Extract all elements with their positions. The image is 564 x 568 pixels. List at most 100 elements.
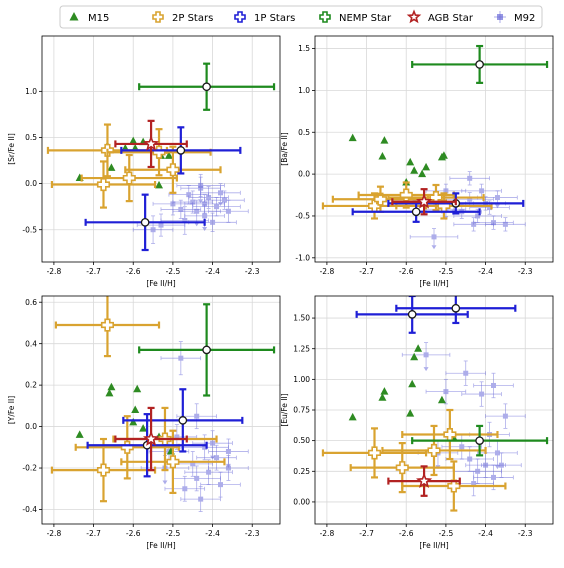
m92-point [160, 341, 202, 376]
axis-ticks: -2.8 -2.7 -2.6 -2.5 -2.4 -2.3 0.00 0.25 0.50 0.75… [293, 314, 532, 538]
y-axis-label: [Sr/Fe II] [7, 133, 16, 165]
legend-entry-1p-stars: 1P Stars [234, 11, 295, 24]
x-tick-label: -2.3 [518, 267, 533, 276]
1p-stars-point [120, 126, 242, 175]
x-tick-label: -2.8 [320, 267, 335, 276]
x-tick-label: -2.5 [439, 529, 454, 538]
m15-point [378, 152, 387, 160]
m92-point [449, 171, 490, 186]
star-marker [395, 461, 409, 475]
m92-point [461, 183, 502, 198]
m92-point [180, 176, 221, 204]
star-marker [166, 163, 180, 177]
star-marker [176, 146, 186, 155]
m15-point [133, 384, 142, 393]
marks [321, 44, 549, 250]
2p-stars-point [401, 460, 507, 512]
1p-stars-point [84, 193, 206, 252]
m15-point [406, 409, 415, 417]
nemp-star-point [411, 44, 549, 84]
m92-point [192, 430, 233, 460]
y-tick-label: 0.0 [298, 170, 310, 179]
y-tick-label: 1.5 [298, 44, 310, 53]
x-tick-label: -2.4 [478, 529, 493, 538]
star-marker [122, 171, 136, 185]
y-tick-label: 0.00 [293, 498, 310, 507]
star-marker [447, 479, 461, 493]
star-marker [96, 463, 111, 477]
legend-entry-2p-stars: 2P Stars [152, 11, 213, 24]
m15-point [131, 405, 140, 413]
legend-label: 2P Stars [172, 13, 213, 24]
plot-area [42, 296, 280, 524]
panel-4: -2.8 -2.7 -2.6 -2.5 -2.4 -2.3 0.00 0.25 0.50 0.75… [280, 295, 554, 550]
x-tick-label: -2.3 [245, 529, 260, 538]
legend-marker [152, 11, 164, 23]
m92-point [485, 403, 526, 429]
x-tick-label: -2.5 [439, 267, 454, 276]
marks [46, 62, 276, 252]
star-marker [166, 455, 180, 469]
star-marker [427, 443, 441, 458]
nemp-star-point [411, 424, 549, 457]
y-tick-label: 0.75 [293, 406, 310, 415]
legend-entry-agb-star: AGB Star [406, 9, 474, 24]
x-tick-label: -2.5 [166, 529, 181, 538]
legend-label: M92 [514, 13, 535, 24]
y-tick-label: -0.5 [295, 212, 310, 221]
y-tick-label: 0.4 [25, 339, 37, 348]
plot-area [315, 36, 553, 262]
m92-point [441, 434, 483, 460]
y-axis-label: [Y/Fe II] [7, 396, 16, 424]
2p-stars-point [50, 437, 157, 503]
x-axis-label: [Fe II/H] [146, 541, 175, 550]
y-tick-label: 0.5 [25, 133, 37, 142]
m15-point [406, 157, 415, 166]
y-tick-label: 0.0 [25, 179, 37, 188]
m92-point [481, 452, 522, 478]
legend-label: 1P Stars [254, 13, 295, 24]
x-tick-label: -2.6 [126, 267, 141, 276]
star-marker [416, 472, 433, 488]
m15-point [107, 382, 116, 391]
star-marker [411, 207, 421, 217]
x-tick-label: -2.3 [245, 267, 260, 276]
m15-point [422, 162, 431, 171]
m15-point [348, 133, 357, 142]
y-tick-label: 0.6 [25, 298, 37, 307]
star-marker [202, 82, 211, 92]
legend-marker [494, 11, 506, 23]
legend-entry-nemp-star: NEMP Star [319, 11, 392, 24]
2p-stars-point [50, 160, 157, 209]
plot-frame [314, 35, 554, 263]
agb-star-point [387, 465, 461, 497]
m15-point [380, 136, 389, 144]
axis-ticks: -2.8 -2.7 -2.6 -2.5 -2.4 -2.3 -0.4 -0.2 0.0 0.2 0.… [22, 298, 259, 538]
m15-point [75, 430, 84, 438]
x-tick-label: -2.4 [478, 267, 493, 276]
x-tick-label: -2.4 [205, 267, 220, 276]
star-marker [202, 345, 211, 355]
2p-stars-point [321, 427, 428, 479]
star-marker [100, 318, 114, 332]
star-marker [143, 135, 160, 151]
star-marker [96, 177, 111, 192]
m15-point [155, 180, 164, 189]
x-axis-label: [Fe II/H] [419, 541, 448, 550]
grid [42, 296, 280, 524]
star-marker [416, 193, 433, 209]
legend-label: AGB Star [428, 13, 474, 24]
m92-point [477, 440, 518, 470]
x-tick-label: -2.6 [399, 267, 414, 276]
legend-label: NEMP Star [339, 13, 392, 24]
legend-marker [69, 12, 79, 21]
panel-1: -2.8 -2.7 -2.6 -2.5 -2.4 -2.3 -0.5 0.0 0.5 1.0 [Fe… [7, 35, 281, 288]
m92-point [445, 360, 486, 386]
x-tick-label: -2.6 [399, 529, 414, 538]
m92-point [461, 381, 502, 407]
m15-point [129, 136, 138, 145]
m15-point [105, 388, 114, 397]
axis-ticks: -2.8 -2.7 -2.6 -2.5 -2.4 -2.3 -0.5 0.0 0.5 1.0 [22, 87, 259, 276]
legend-label: M15 [88, 13, 109, 24]
m15-point [164, 151, 173, 159]
